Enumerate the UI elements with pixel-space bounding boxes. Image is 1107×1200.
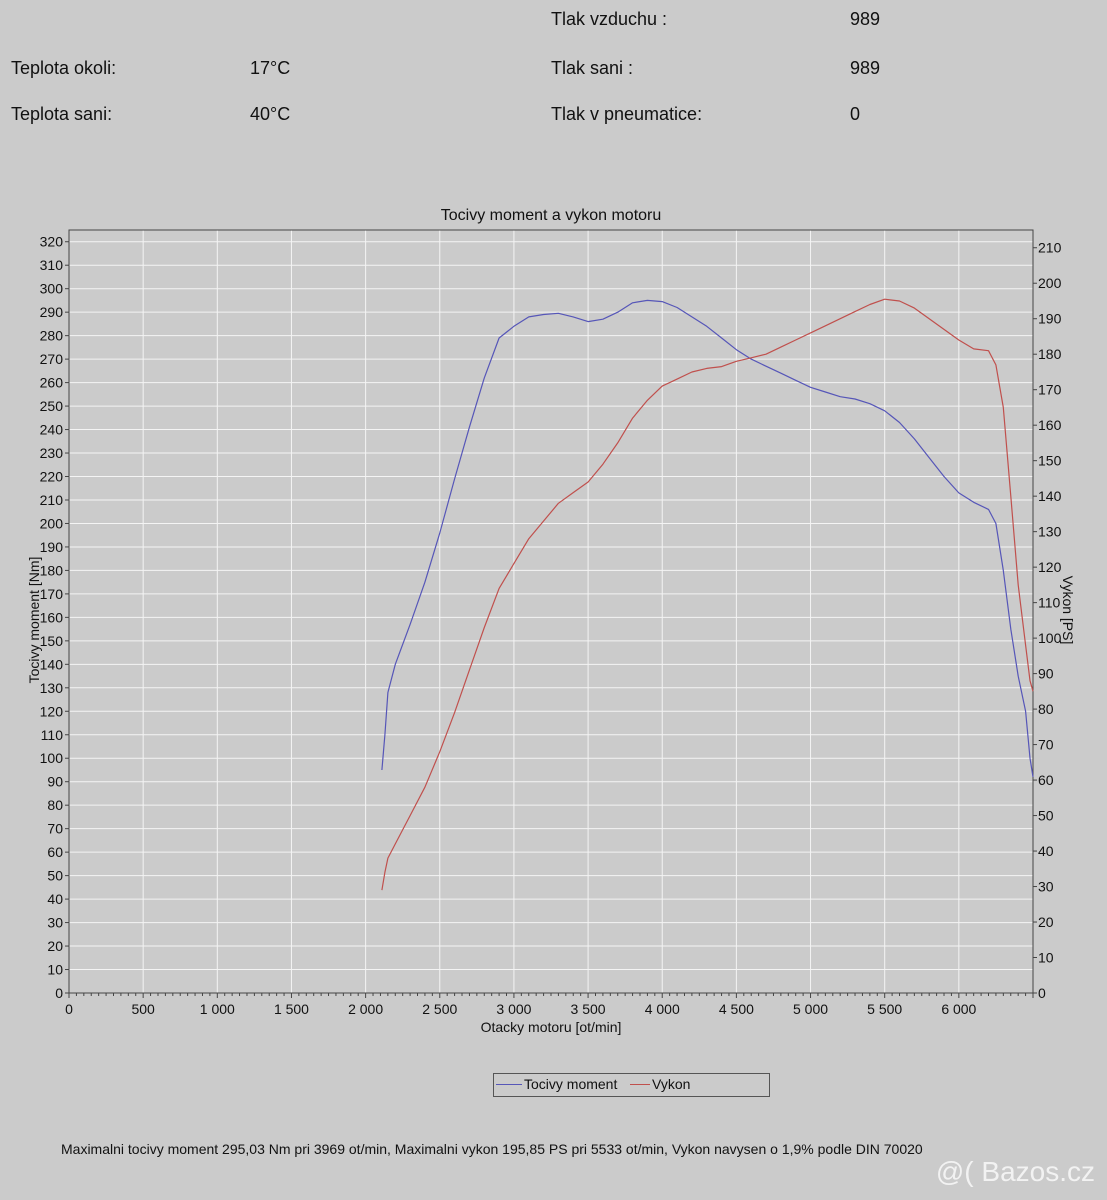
legend-item-torque: Tocivy moment [496,1076,617,1092]
bazos-watermark: @( Bazos.cz [935,1156,1095,1187]
y2-tick-label: 140 [1038,488,1062,504]
legend: Tocivy moment Vykon [493,1073,770,1097]
y2-tick-label: 110 [1038,595,1061,611]
y-tick-label: 40 [47,891,63,907]
y-tick-label: 240 [40,422,64,438]
x-tick-label: 1 000 [200,1001,235,1017]
x-tick-label: 0 [65,1001,73,1017]
y2-tick-label: 20 [1038,914,1054,930]
tlak-sani-label: Tlak sani : [551,58,634,78]
x-tick-label: 5 500 [867,1001,902,1017]
y2-tick-label: 150 [1038,453,1062,469]
y2-tick-label: 180 [1038,346,1062,362]
tlak-pneumatice-label: Tlak v pneumatice: [551,104,703,124]
y2-tick-label: 130 [1038,524,1062,540]
y-tick-label: 170 [40,586,64,602]
y-tick-label: 190 [40,539,64,555]
y2-tick-label: 30 [1038,879,1054,895]
y2-tick-label: 80 [1038,701,1054,717]
y-tick-label: 100 [40,750,64,766]
y-tick-label: 180 [40,562,64,578]
y-tick-label: 200 [40,515,64,531]
dyno-chart: 0 500 1 000 1 500 2 000 2 500 3 000 3 500 4 000 4… [26,207,1076,1035]
y-tick-label: 140 [40,656,64,672]
y-tick-label: 80 [47,797,63,813]
y-tick-label: 110 [41,727,64,743]
y-tick-label: 30 [47,915,63,931]
x-tick-label: 2 500 [422,1001,457,1017]
tlak-vzduchu-label: Tlak vzduchu : [551,9,668,29]
tlak-sani-value: 989 [850,58,881,78]
x-tick-label: 1 500 [274,1001,309,1017]
y2-tick-label: 100 [1038,630,1062,646]
y-tick-label: 210 [40,492,64,508]
y-tick-label: 10 [47,962,63,978]
y2-tick-label: 120 [1038,559,1062,575]
y2-tick-label: 90 [1038,666,1054,682]
y2-tick-label: 60 [1038,772,1054,788]
axis-ticks: 0 500 1 000 1 500 2 000 2 500 3 000 3 500 4 000 4… [40,234,1062,1017]
x-tick-label: 4 000 [645,1001,680,1017]
y-tick-label: 50 [47,868,63,884]
x-tick-label: 500 [131,1001,155,1017]
summary-text: Maximalni tocivy moment 295,03 Nm pri 39… [61,1141,923,1157]
tlak-pneumatice-value: 0 [850,104,861,124]
y-tick-label: 150 [40,633,64,649]
y-tick-label: 70 [47,821,63,837]
teplota-sani-label: Teplota sani: [11,104,113,124]
y-tick-label: 20 [47,938,63,954]
y-tick-label: 260 [40,375,64,391]
legend-label-power: Vykon [652,1076,691,1092]
y2-tick-label: 160 [1038,417,1062,433]
y2-tick-label: 70 [1038,737,1054,753]
y2-axis-label: Vykon [PS] [1060,576,1076,645]
legend-label-torque: Tocivy moment [524,1076,618,1092]
y2-tick-label: 200 [1038,275,1062,291]
y-tick-label: 60 [47,844,63,860]
teplota-okoli-label: Teplota okoli: [11,58,117,78]
legend-swatch-torque [496,1083,522,1085]
y2-tick-label: 210 [1038,240,1062,256]
y2-tick-label: 50 [1038,808,1054,824]
teplota-sani-value: 40°C [250,104,291,124]
y2-tick-label: 190 [1038,311,1062,327]
y-tick-label: 230 [40,445,64,461]
y2-tick-label: 0 [1038,985,1046,1001]
y2-tick-label: 170 [1038,382,1062,398]
teplota-okoli-value: 17°C [250,58,291,78]
series [381,298,1034,891]
y2-tick-label: 10 [1038,950,1054,966]
x-tick-label: 3 500 [571,1001,606,1017]
plot-frame [68,229,1034,994]
y-tick-label: 320 [40,234,64,250]
y-tick-label: 280 [40,328,64,344]
legend-item-power: Vykon [630,1076,690,1092]
y-tick-label: 0 [55,985,63,1001]
y-tick-label: 250 [40,398,64,414]
y-tick-label: 130 [40,680,64,696]
y-axis-label: Tocivy moment [Nm] [26,557,42,684]
x-tick-label: 6 000 [941,1001,976,1017]
tlak-vzduchu-value: 989 [850,9,881,29]
grid [69,230,1033,993]
series-line-torque [381,299,1034,778]
y-tick-label: 290 [40,304,64,320]
series-line-power [381,298,1034,891]
x-axis-label: Otacky motoru [ot/min] [481,1019,622,1035]
y-tick-label: 310 [40,257,64,273]
legend-swatch-power [630,1083,650,1085]
y2-tick-label: 40 [1038,843,1054,859]
chart-title: Tocivy moment a vykon motoru [441,207,662,224]
y-tick-label: 220 [40,469,64,485]
x-tick-label: 3 000 [496,1001,531,1017]
x-tick-label: 2 000 [348,1001,383,1017]
y-tick-label: 120 [40,703,64,719]
y-tick-label: 160 [40,609,64,625]
y-tick-label: 300 [40,281,64,297]
x-tick-label: 5 000 [793,1001,828,1017]
y-tick-label: 90 [47,774,63,790]
y-tick-label: 270 [40,351,64,367]
x-tick-label: 4 500 [719,1001,754,1017]
